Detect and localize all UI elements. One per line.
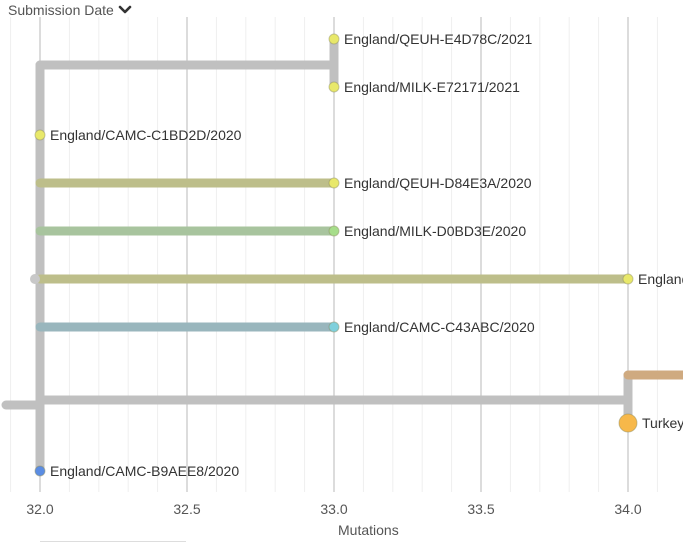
tip-label[interactable]: England/QEUH-D84E3A/2020 <box>344 175 532 191</box>
tree-tips <box>34 33 638 477</box>
tip-label[interactable]: England/QEUH-E4D78C/2021 <box>344 31 533 47</box>
tip-label[interactable]: England/CAMC-B9AEE8/2020 <box>50 463 239 479</box>
tip-England/QEUH-E4D78C/2021[interactable] <box>328 33 340 45</box>
tree-branches <box>1 34 683 476</box>
tip-label[interactable]: England/MILK-D0BD3E/2020 <box>344 223 526 239</box>
x-tick-label: 33.5 <box>467 501 494 517</box>
tip-England/MILK-D0BD3E/2020[interactable] <box>328 225 340 237</box>
tip-England/CAMC-C1BD2D/2020[interactable] <box>34 129 46 141</box>
grid-lines <box>10 17 658 492</box>
x-axis-label: Mutations <box>338 522 399 538</box>
x-tick-label: 34.0 <box>614 501 641 517</box>
internal-node[interactable] <box>30 274 40 284</box>
tip-label[interactable]: England/MILK-E72171/2021 <box>344 79 520 95</box>
submission-date-dropdown[interactable]: Submission Date <box>8 2 133 18</box>
tip-England/CAMC-C43ABC/2020[interactable] <box>328 321 340 333</box>
x-tick-label: 33.0 <box>320 501 347 517</box>
tip-England/CAMC-B9AEE8/2020[interactable] <box>34 465 46 477</box>
tip-Turkey/HSGM-1165/2020[interactable] <box>618 413 638 433</box>
x-tick-label: 32.0 <box>26 501 53 517</box>
tip-labels: England/QEUH-E4D78C/2021 England/MILK-E72… <box>50 31 683 479</box>
tip-England/CAMC-E511E1/2021[interactable] <box>622 273 634 285</box>
tip-England/QEUH-D84E3A/2020[interactable] <box>328 177 340 189</box>
tip-label[interactable]: England/CAMC-C1BD2D/2020 <box>50 127 242 143</box>
tip-England/MILK-E72171/2021[interactable] <box>328 81 340 93</box>
axis-divider <box>40 541 186 542</box>
submission-date-label: Submission Date <box>8 2 114 18</box>
chevron-down-icon <box>118 5 132 14</box>
x-tick-label: 32.5 <box>173 501 200 517</box>
tip-label[interactable]: Turkey/HSGM-1165/2020 <box>642 415 683 431</box>
tip-label[interactable]: England/CAMC-C43ABC/2020 <box>344 319 535 335</box>
tip-label[interactable]: England/CAMC-E511E1/2021 <box>638 271 683 287</box>
